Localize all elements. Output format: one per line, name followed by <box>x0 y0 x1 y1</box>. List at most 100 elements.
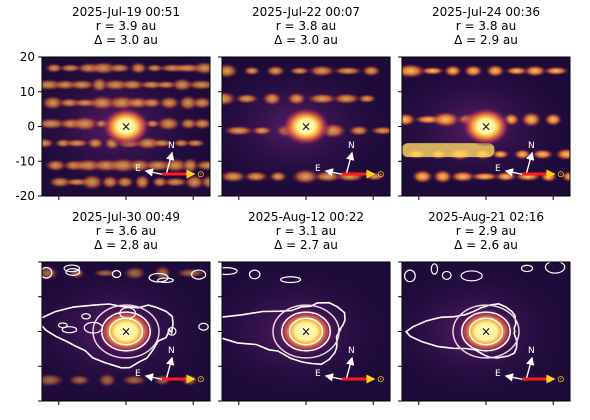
contour-noise <box>65 268 81 276</box>
contour-noise <box>280 276 302 284</box>
y-tick-label: 20 <box>20 50 35 64</box>
panel-image: N E ⊙ <box>42 262 210 401</box>
contour-noise <box>430 263 439 275</box>
contour-ring <box>101 311 151 352</box>
contour-ring <box>452 304 520 359</box>
contour-noise <box>61 326 78 334</box>
star-trail-blob <box>115 175 135 189</box>
north-label: N <box>348 346 355 356</box>
star-trail-blob <box>158 96 181 110</box>
star-trail-blob <box>192 61 210 75</box>
star-trail-blob <box>411 169 434 184</box>
panel-image: N E ⊙ <box>222 262 390 401</box>
contour-ring <box>468 317 504 346</box>
panel-title-delta: Δ = 3.0 au <box>274 33 338 47</box>
north-label: N <box>348 141 355 151</box>
y-tick-label: 10 <box>20 85 35 99</box>
north-arrow <box>345 356 355 381</box>
panel-title-delta: Δ = 2.9 au <box>454 33 518 47</box>
panel-title-r: r = 3.6 au <box>96 224 156 238</box>
contour-noise <box>119 307 137 320</box>
star-trail-blob <box>286 92 307 106</box>
contour-noise <box>460 270 483 282</box>
contour-noise <box>441 270 452 280</box>
star-trail-blob <box>262 91 282 106</box>
star-trail-blob <box>90 77 109 93</box>
star-trail-blob <box>520 111 542 128</box>
panel: N E ⊙ × 20 10 0 -10 -20 2025-Jul-19 00:51r = 3.9 … <box>15 5 211 203</box>
contour-ring <box>281 311 331 352</box>
contour-ring <box>92 304 160 359</box>
star-trail-blob <box>68 267 86 280</box>
contour-noise <box>544 262 566 274</box>
panel-title-r: r = 3.8 au <box>456 19 516 33</box>
star-trail-blob <box>222 170 248 183</box>
contour-outer <box>222 301 346 366</box>
north-label: N <box>168 346 175 356</box>
star-trail-blob <box>554 148 570 161</box>
star-trail-blob <box>156 116 181 132</box>
sun-symbol: ⊙ <box>197 170 205 180</box>
star-trail-blob <box>121 374 148 386</box>
star-trail-blob <box>222 91 237 107</box>
star-trail-blob <box>306 93 338 105</box>
star-trail-blob <box>531 149 554 160</box>
y-tick-label: -10 <box>15 154 35 168</box>
east-label: E <box>135 164 141 174</box>
star-trail-blob <box>291 168 320 185</box>
star-trail-blob <box>370 126 390 136</box>
star-trail-blob <box>243 171 269 183</box>
star-trail-blob <box>151 138 173 148</box>
panel-title-date: 2025-Jul-22 00:07 <box>252 5 360 19</box>
star-trail-blob <box>199 174 210 190</box>
y-tick-label: 0 <box>27 120 35 134</box>
star-trail-blob <box>234 93 260 104</box>
star-trail-blob <box>42 266 60 281</box>
star-trail-blob <box>431 111 461 128</box>
star-trail-blob <box>491 149 510 159</box>
panel-title-r: r = 2.9 au <box>456 224 516 238</box>
north-arrow <box>525 356 535 381</box>
center-marker: × <box>481 120 491 134</box>
contour-noise <box>248 269 261 280</box>
comet-coma <box>456 307 516 356</box>
panel-title-delta: Δ = 2.7 au <box>274 238 338 252</box>
panel-title-date: 2025-Jul-19 00:51 <box>72 5 180 19</box>
star-trail-blob <box>191 117 210 130</box>
east-label: E <box>135 369 141 379</box>
east-label: E <box>315 164 321 174</box>
star-trail-blob <box>67 79 97 91</box>
star-trail-blob <box>86 137 105 150</box>
panel-title-delta: Δ = 2.6 au <box>454 238 518 252</box>
star-trail-blob <box>184 139 206 148</box>
panels-layer: N E ⊙ × 20 10 0 -10 -20 2025-Jul-19 00:51r = 3.9 … <box>15 5 571 405</box>
star-trail-blob <box>544 112 563 127</box>
star-trail-blob <box>119 79 146 91</box>
panel-title-r: r = 3.9 au <box>96 19 156 33</box>
star-trail-blob <box>543 66 570 76</box>
panel-image: N E ⊙ <box>222 57 390 196</box>
star-trail-blob <box>332 93 361 105</box>
star-trail-blob <box>179 117 198 130</box>
contour-noise <box>63 264 81 273</box>
contour-noise <box>191 269 207 280</box>
star-trail-blob <box>175 268 207 279</box>
contour-noise <box>198 322 209 331</box>
panel-image: N E ⊙ <box>42 57 210 196</box>
star-trail-blob <box>63 138 90 148</box>
north-label: N <box>528 141 535 151</box>
star-trail-blob <box>44 159 67 172</box>
panel-title-date: 2025-Jul-30 00:49 <box>72 210 180 224</box>
star-trail-blob <box>265 65 286 77</box>
star-trail-blob <box>307 65 336 77</box>
contour-noise <box>520 264 534 273</box>
star-trail-blob <box>162 177 189 188</box>
north-arrow <box>345 151 355 176</box>
y-tick-label: -20 <box>15 189 35 203</box>
star-trail-blob <box>469 172 500 181</box>
star-trail-blob <box>539 170 558 183</box>
star-trail-blob <box>123 266 147 280</box>
star-trail-blob <box>172 138 190 148</box>
star-trail-blob <box>463 64 484 77</box>
east-label: E <box>495 164 501 174</box>
